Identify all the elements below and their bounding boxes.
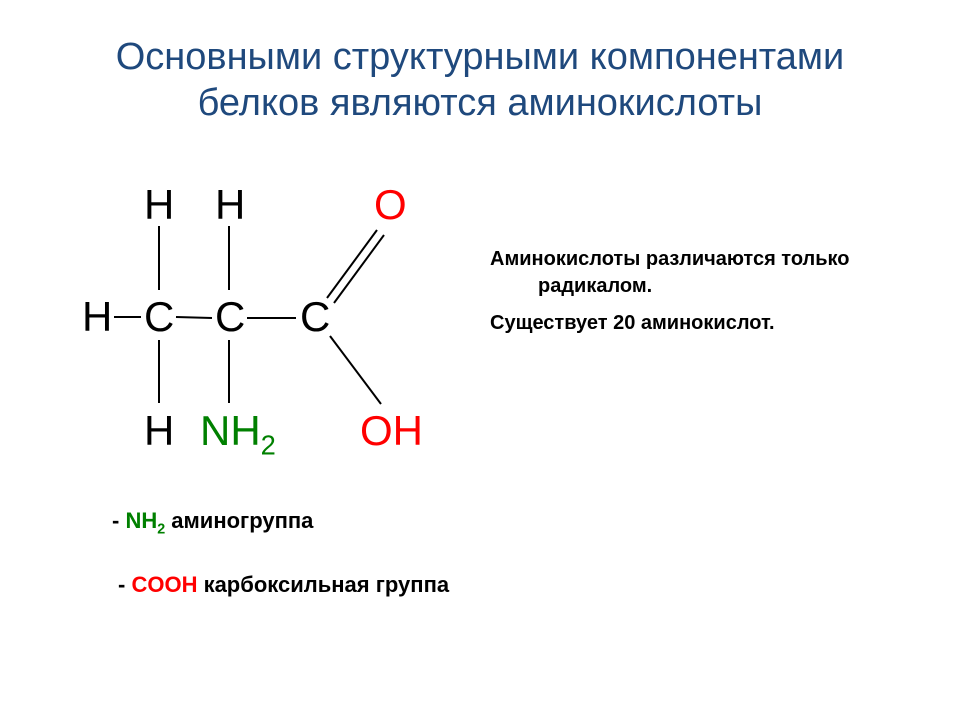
bond-line (330, 336, 381, 404)
legend-nh2-chem-text: NH (125, 508, 157, 533)
legend-nh2-prefix: - (112, 508, 125, 533)
bond-lines (0, 0, 960, 720)
legend-cooh-prefix: - (118, 572, 131, 597)
legend-carboxyl-group: - COOH карбоксильная группа (118, 572, 449, 598)
note-1: Аминокислоты различаются только радикало… (490, 246, 920, 300)
legend-nh2-chem: NH2 (125, 508, 165, 533)
legend-nh2-label: аминогруппа (165, 508, 313, 533)
legend-cooh-chem: COOH (131, 572, 197, 597)
bond-line (327, 230, 377, 298)
bond-line (176, 317, 212, 318)
bond-line (334, 235, 384, 303)
notes-block: Аминокислоты различаются только радикало… (490, 246, 920, 347)
legend-cooh-label: карбоксильная группа (197, 572, 449, 597)
legend-amino-group: - NH2 аминогруппа (112, 508, 313, 534)
note-2: Существует 20 аминокислот. (490, 310, 920, 337)
legend-nh2-sub: 2 (157, 521, 165, 537)
slide: Основными структурными компонентами белк… (0, 0, 960, 720)
